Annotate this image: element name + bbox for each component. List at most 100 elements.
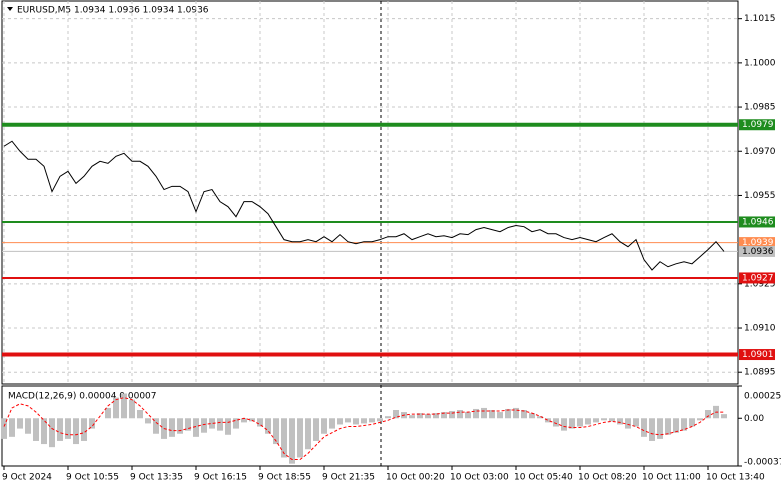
y-tick-label: 1.0970 — [744, 147, 776, 157]
x-tick-label: 9 Oct 10:55 — [66, 473, 119, 483]
macd-bar — [577, 418, 583, 427]
level-label: 1.0901 — [742, 350, 774, 360]
macd-bar — [665, 418, 671, 435]
macd-bar — [209, 418, 215, 429]
macd-bar — [57, 418, 63, 441]
x-tick-label: 10 Oct 13:40 — [706, 473, 765, 483]
macd-bar — [1, 418, 7, 439]
macd-bar — [137, 410, 143, 419]
macd-bar — [281, 418, 287, 458]
y-tick-label: 0.00025 — [744, 392, 781, 402]
macd-bar — [505, 408, 511, 419]
macd-bar — [433, 413, 439, 419]
macd-bar — [585, 418, 591, 425]
x-tick-label: 10 Oct 00:20 — [386, 473, 445, 483]
macd-bar — [337, 418, 343, 425]
macd-bar — [529, 413, 535, 419]
macd-bar — [697, 418, 703, 421]
macd-bar — [649, 418, 655, 441]
macd-bar — [193, 418, 199, 437]
macd-bar — [361, 418, 367, 424]
menu-arrow — [7, 7, 13, 11]
macd-bar — [417, 413, 423, 419]
x-tick-label: 9 Oct 13:35 — [130, 473, 183, 483]
y-tick-label: 1.0925 — [744, 279, 776, 289]
macd-bar — [545, 418, 551, 423]
macd-bar — [553, 418, 559, 427]
macd-bar — [65, 418, 71, 439]
macd-bar — [185, 418, 191, 431]
macd-bar — [105, 407, 111, 419]
macd-bar — [409, 415, 415, 419]
macd-bar — [289, 418, 295, 464]
macd-bar — [489, 410, 495, 419]
macd-bar — [129, 399, 135, 419]
level-label-box — [739, 272, 775, 284]
level-label: 1.0939 — [742, 238, 774, 248]
level-label-box — [739, 119, 775, 131]
macd-bar — [9, 418, 15, 437]
chart-title: EURUSD,M5 1.0934 1.0936 1.0934 1.0936 — [17, 6, 209, 16]
y-tick-label: -0.00037 — [744, 458, 781, 468]
y-tick-label: 1.1000 — [744, 58, 776, 68]
macd-bar — [393, 410, 399, 419]
macd-bar — [145, 418, 151, 424]
level-label-box — [739, 216, 775, 228]
macd-bar — [217, 418, 223, 431]
macd-bar — [241, 418, 247, 423]
x-tick-label: 10 Oct 08:20 — [578, 473, 637, 483]
macd-bar — [689, 418, 695, 427]
level-label-box — [739, 237, 775, 249]
macd-bar — [177, 418, 183, 434]
macd-bar — [81, 418, 87, 441]
level-label: 1.0927 — [742, 273, 774, 283]
macd-bar — [673, 418, 679, 433]
macd-bar — [369, 418, 375, 423]
y-tick-label: 1.0985 — [744, 103, 776, 113]
x-tick-label: 10 Oct 03:00 — [450, 473, 509, 483]
macd-title: MACD(12,26,9) 0.00004 0.00007 — [8, 392, 157, 402]
x-tick-label: 9 Oct 21:35 — [322, 473, 375, 483]
signal-line — [3, 397, 724, 461]
y-tick-label: 1.0910 — [744, 324, 776, 334]
macd-bar — [521, 410, 527, 419]
level-label-box — [739, 245, 775, 257]
macd-bar — [561, 418, 567, 431]
macd-bar — [321, 418, 327, 434]
macd-bar — [273, 418, 279, 445]
macd-bar — [497, 412, 503, 419]
macd-bar — [441, 412, 447, 419]
x-tick-label: 9 Oct 2024 — [2, 473, 52, 483]
macd-bar — [385, 416, 391, 419]
price-frame — [1, 0, 739, 385]
y-tick-label: 1.0895 — [744, 368, 776, 378]
level-label: 1.0979 — [742, 120, 774, 130]
y-tick-label: 0.00 — [744, 414, 764, 424]
macd-bar — [609, 418, 615, 422]
macd-bar — [625, 418, 631, 429]
macd-bar — [457, 410, 463, 419]
level-label-box — [739, 349, 775, 361]
macd-bar — [633, 418, 639, 427]
macd-bar — [481, 407, 487, 419]
macd-bar — [377, 418, 383, 422]
macd-bar — [265, 418, 271, 434]
macd-bar — [425, 414, 431, 419]
macd-bar — [73, 418, 79, 445]
macd-bar — [17, 418, 23, 429]
macd-bar — [113, 397, 119, 419]
macd-bar — [153, 418, 159, 434]
x-tick-label: 9 Oct 16:15 — [194, 473, 247, 483]
macd-bar — [657, 418, 663, 439]
y-tick-label: 1.0955 — [744, 191, 776, 201]
macd-bar — [225, 418, 231, 435]
macd-bar — [313, 418, 319, 441]
macd-bar — [513, 407, 519, 419]
price-line — [3, 140, 725, 271]
x-tick-label: 10 Oct 11:00 — [642, 473, 701, 483]
macd-bar — [681, 418, 687, 431]
macd-bar — [465, 412, 471, 419]
macd-bar — [569, 418, 575, 429]
macd-bar — [41, 418, 47, 445]
